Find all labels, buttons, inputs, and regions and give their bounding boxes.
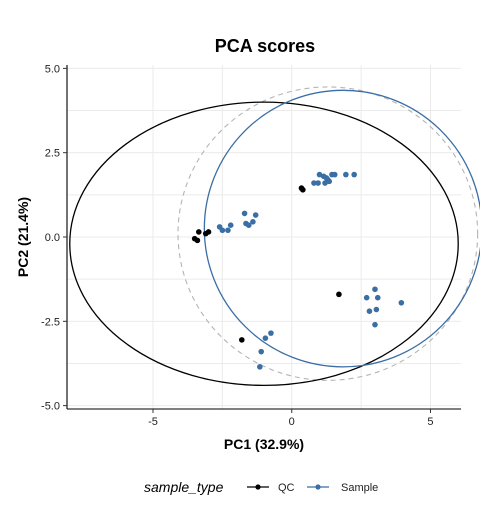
legend: sample_type QC Sample (144, 479, 378, 495)
y-tick-label-1: -2.5 (41, 316, 60, 328)
legend-key-sample (307, 484, 329, 490)
y-axis-ticks: -5.0 -2.5 0.0 2.5 5.0 (41, 63, 67, 413)
point-sample-7 (250, 219, 256, 225)
point-qc-7 (336, 291, 342, 298)
point-sample-22 (366, 308, 373, 314)
y-tick-label-4: 5.0 (45, 63, 60, 75)
legend-title: sample_type (144, 479, 224, 495)
point-sample-18 (343, 171, 349, 178)
point-qc-6 (300, 186, 306, 193)
point-sample-2 (225, 227, 231, 234)
point-sample-30 (258, 348, 265, 355)
legend-key-qc (247, 484, 269, 490)
point-sample-1 (219, 227, 226, 234)
point-sample-27 (398, 299, 405, 306)
legend-label-sample: Sample (341, 482, 378, 494)
point-sample-10 (315, 180, 321, 186)
point-qc-8 (239, 337, 245, 343)
legend-key-sample-dot (315, 484, 321, 490)
point-sample-29 (262, 335, 269, 341)
x-tick-label-1: 0 (289, 416, 295, 428)
legend-label-qc: QC (278, 482, 295, 494)
point-sample-31 (257, 364, 263, 370)
y-axis-title: PC2 (21.4%) (15, 197, 31, 277)
y-tick-label-0: -5.0 (41, 401, 60, 413)
point-sample-25 (374, 294, 381, 301)
point-sample-24 (373, 306, 380, 313)
grid (67, 65, 461, 409)
point-qc-1 (195, 229, 202, 235)
point-sample-8 (252, 212, 259, 218)
point-sample-28 (268, 330, 274, 336)
point-sample-9 (311, 180, 317, 186)
point-sample-6 (245, 222, 252, 228)
point-sample-21 (363, 294, 370, 301)
x-tick-label-0: -5 (148, 416, 158, 428)
x-axis-ticks: -5 0 5 (148, 409, 434, 428)
chart-title: PCA scores (215, 36, 315, 56)
reference-ellipse (177, 86, 479, 381)
legend-key-qc-dot (255, 484, 261, 490)
confidence-ellipses (69, 86, 480, 387)
point-sample-23 (372, 286, 378, 293)
x-tick-label-2: 5 (427, 416, 433, 428)
point-sample-19 (351, 171, 357, 178)
y-tick-label-2: 0.0 (45, 232, 60, 244)
score-points (191, 171, 405, 370)
ellipse-qc (69, 101, 459, 387)
y-tick-label-3: 2.5 (45, 148, 60, 160)
point-sample-3 (227, 222, 234, 228)
x-axis-title: PC1 (32.9%) (224, 436, 304, 452)
point-qc-3 (205, 229, 212, 235)
point-sample-20 (323, 175, 330, 181)
point-sample-26 (372, 321, 378, 328)
point-qc-4 (194, 237, 201, 244)
ellipse-sample (203, 89, 480, 368)
point-sample-17 (331, 171, 338, 178)
point-sample-4 (241, 210, 248, 217)
